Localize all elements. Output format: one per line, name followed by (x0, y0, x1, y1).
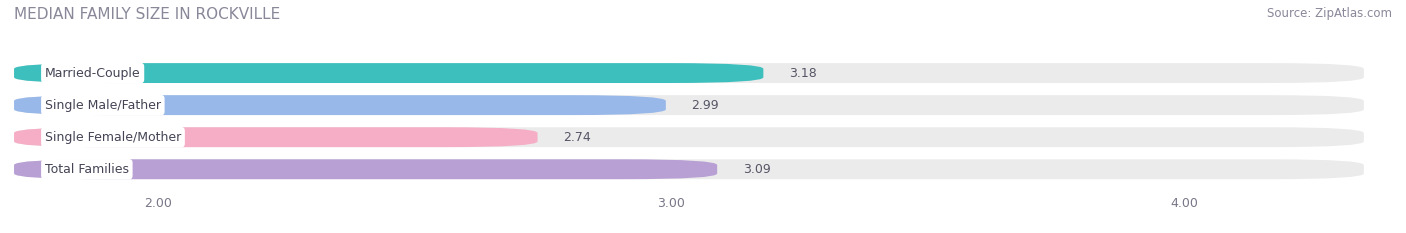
Text: 3.09: 3.09 (742, 163, 770, 176)
FancyBboxPatch shape (14, 95, 1364, 115)
Text: Single Male/Father: Single Male/Father (45, 99, 160, 112)
Text: MEDIAN FAMILY SIZE IN ROCKVILLE: MEDIAN FAMILY SIZE IN ROCKVILLE (14, 7, 280, 22)
Text: Source: ZipAtlas.com: Source: ZipAtlas.com (1267, 7, 1392, 20)
FancyBboxPatch shape (14, 159, 1364, 179)
FancyBboxPatch shape (14, 95, 666, 115)
FancyBboxPatch shape (14, 63, 1364, 83)
Text: 2.99: 2.99 (692, 99, 718, 112)
FancyBboxPatch shape (14, 127, 1364, 147)
Text: 3.18: 3.18 (789, 67, 817, 79)
Text: Married-Couple: Married-Couple (45, 67, 141, 79)
Text: 2.74: 2.74 (564, 131, 591, 144)
FancyBboxPatch shape (14, 127, 537, 147)
FancyBboxPatch shape (14, 63, 763, 83)
Text: Single Female/Mother: Single Female/Mother (45, 131, 181, 144)
Text: Total Families: Total Families (45, 163, 129, 176)
FancyBboxPatch shape (14, 159, 717, 179)
